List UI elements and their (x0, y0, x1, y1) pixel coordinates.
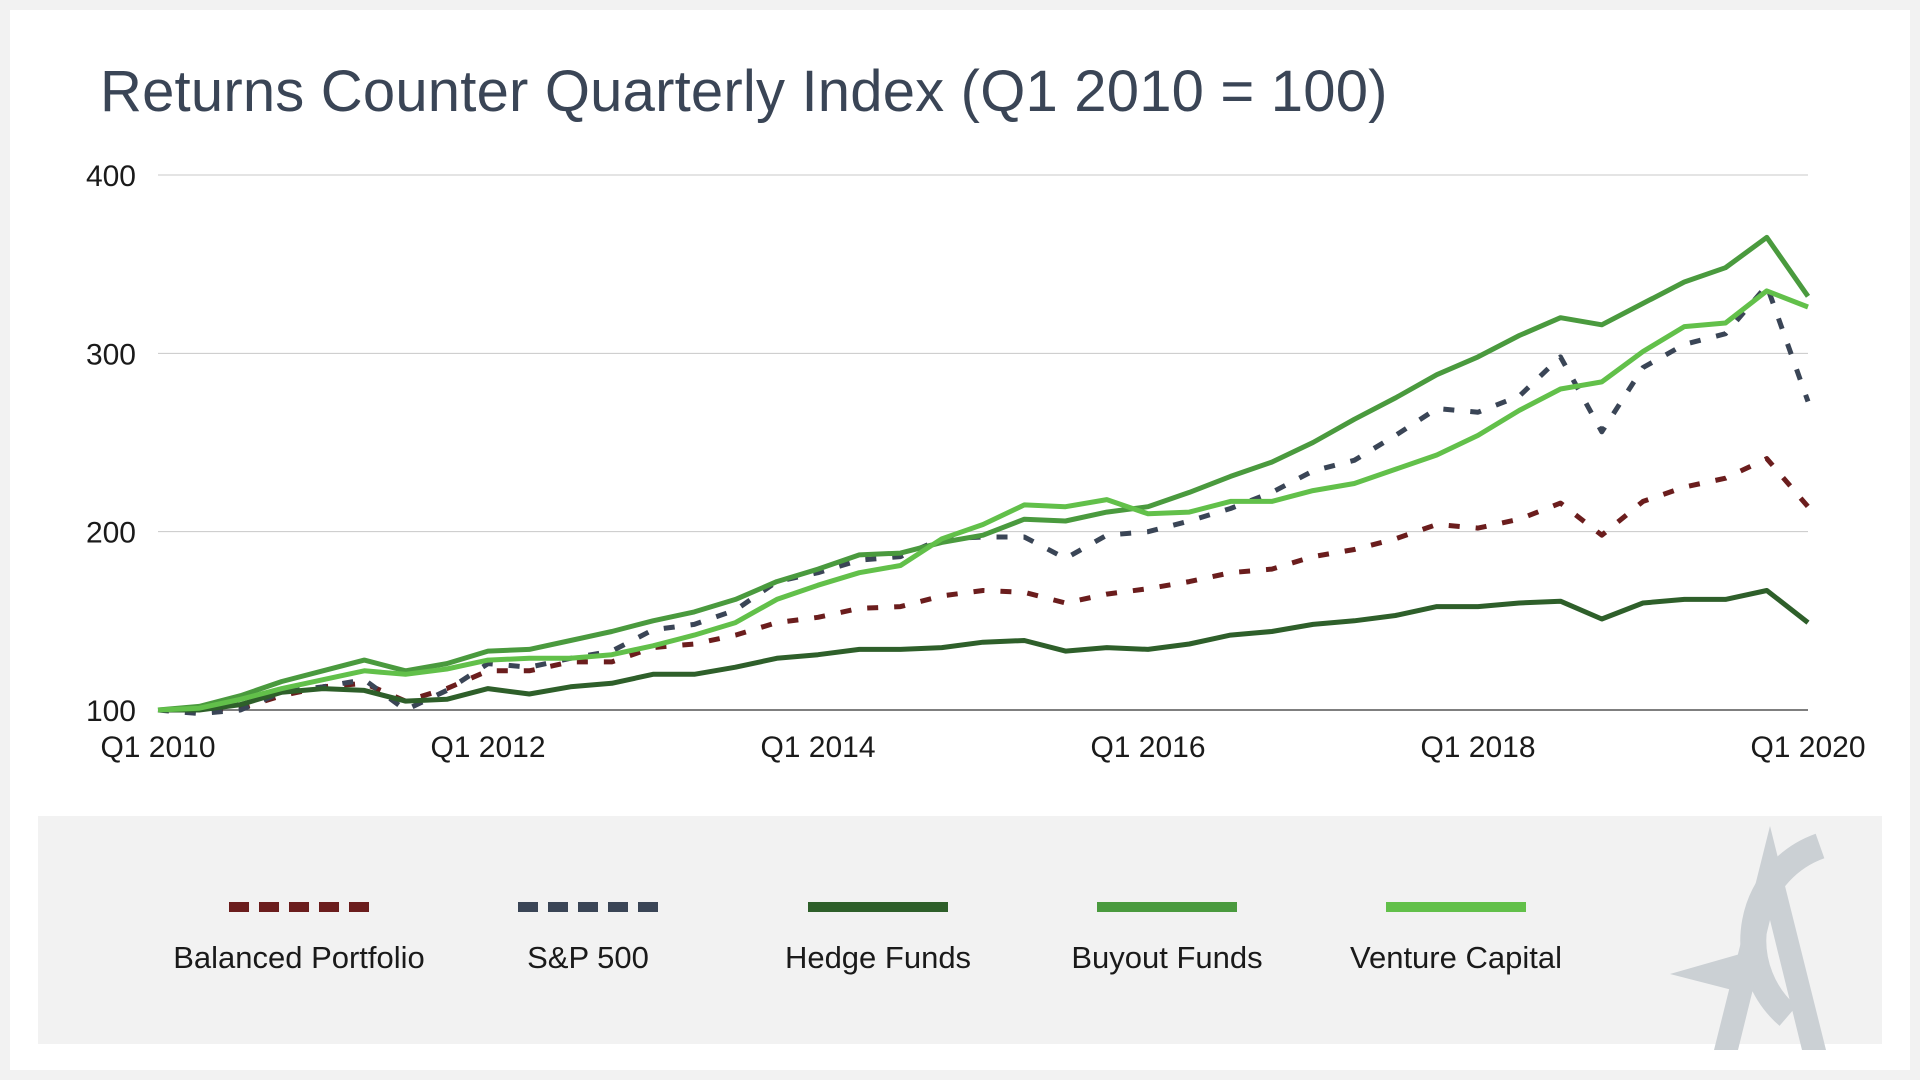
legend-label-hedge-funds: Hedge Funds (784, 940, 972, 975)
x-axis-ticks: Q1 2010 Q1 2012 Q1 2014 Q1 2016 Q1 2018 Q1 20… (100, 731, 1865, 764)
y-axis-ticks: 100 200 300 400 (86, 160, 136, 728)
x-tick-label: Q1 2012 (430, 731, 545, 764)
x-tick-label: Q1 2016 (1090, 731, 1205, 764)
legend: Balanced Portfolio S&P 500 Hedge Funds B… (38, 816, 1882, 1044)
gridlines (158, 174, 1808, 711)
x-tick-label: Q1 2010 (100, 731, 215, 764)
legend-label-buyout-funds: Buyout Funds (1071, 940, 1263, 975)
x-tick-label: Q1 2020 (1750, 731, 1865, 764)
y-tick-label: 400 (86, 160, 136, 193)
series-lines (157, 234, 1811, 717)
legend-item-buyout-funds: Buyout Funds (1039, 816, 1329, 1044)
chart-title: Returns Counter Quarterly Index (Q1 2010… (100, 59, 1388, 124)
legend-swatch-sp500 (518, 902, 658, 912)
legend-item-balanced-portfolio: Balanced Portfolio (171, 816, 461, 1044)
series-line-balanced-portfolio (158, 456, 1810, 713)
legend-label-venture-capital: Venture Capital (1350, 940, 1562, 975)
slide: Returns Counter Quarterly Index (Q1 2010… (10, 10, 1910, 1070)
y-tick-label: 300 (86, 338, 136, 371)
series-line-hedge-funds (158, 588, 1810, 713)
x-tick-label: Q1 2018 (1420, 731, 1535, 764)
legend-label-balanced-portfolio: Balanced Portfolio (173, 940, 425, 975)
legend-swatch-balanced-portfolio (229, 902, 369, 912)
legend-swatch-venture-capital (1386, 902, 1526, 912)
legend-label-sp500: S&P 500 (527, 940, 649, 975)
legend-swatch-hedge-funds (808, 902, 948, 912)
legend-item-venture-capital: Venture Capital (1328, 816, 1618, 1044)
y-tick-label: 200 (86, 517, 136, 550)
x-tick-label: Q1 2014 (760, 731, 875, 764)
legend-swatch-buyout-funds (1097, 902, 1237, 912)
series-line-sp-500 (157, 283, 1811, 717)
series-line-buyout-funds (157, 234, 1811, 713)
legend-item-hedge-funds: Hedge Funds (750, 816, 1040, 1044)
legend-item-sp500: S&P 500 (460, 816, 750, 1044)
series-line-venture-capital (157, 288, 1809, 713)
y-tick-label: 100 (86, 695, 136, 728)
compass-logo-watermark (1670, 826, 1826, 1050)
